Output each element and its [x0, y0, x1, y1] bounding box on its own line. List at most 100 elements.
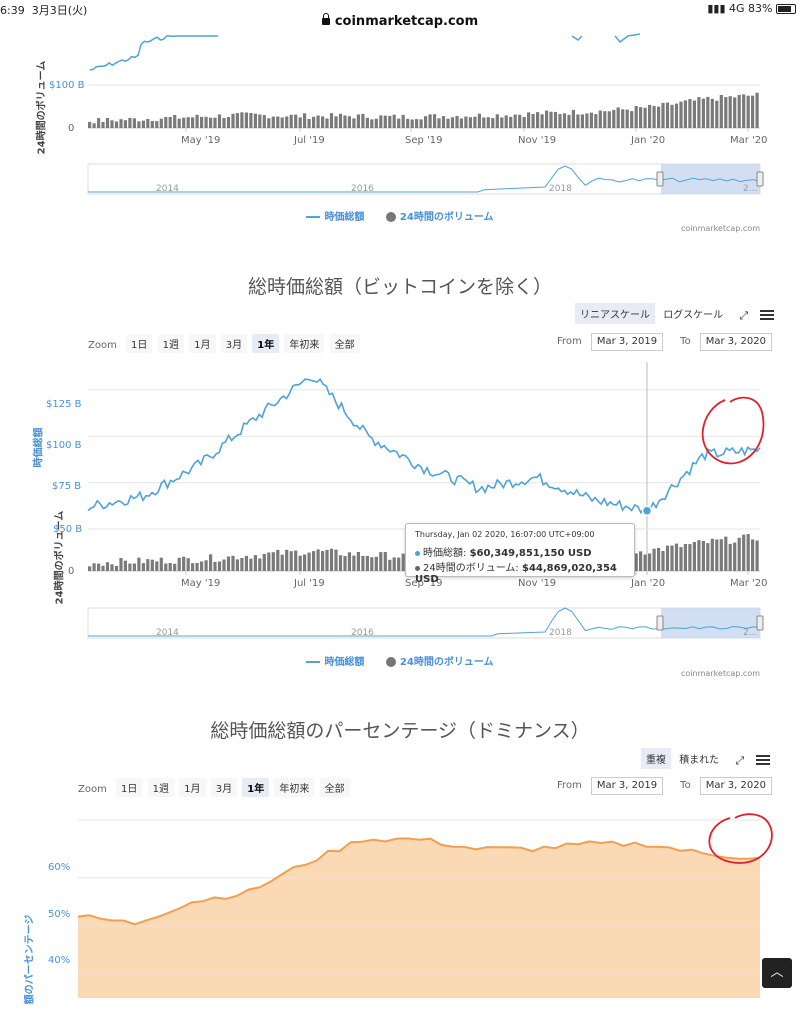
to-date-input[interactable]: Mar 3, 2020 — [699, 777, 772, 795]
zoom-1w-button[interactable]: 1週 — [147, 778, 174, 797]
scroll-to-top-button[interactable]: ︿ — [762, 958, 792, 988]
nav-tick: 2014 — [156, 184, 179, 194]
chart1-volume-bar — [338, 113, 343, 128]
lock-icon — [321, 13, 330, 25]
zoom-all-button[interactable]: 全部 — [329, 334, 360, 353]
chart1-legend: 時価総額 24時間のボリューム — [0, 208, 800, 223]
chart1-volume-bar — [186, 117, 190, 128]
chart1-volume-bar — [406, 118, 410, 128]
overlap-button[interactable]: 重複 — [641, 748, 671, 769]
chart1-volume-bar — [639, 107, 643, 128]
legend-item-volume[interactable]: 24時間のボリューム — [368, 212, 494, 223]
chart2-date-range: From Mar 3, 2019 To Mar 3, 2020 — [557, 333, 772, 351]
menu-icon[interactable] — [759, 309, 774, 321]
chart2-xtick: Nov '19 — [518, 578, 557, 589]
zoom-ytd-button[interactable]: 年初来 — [274, 778, 315, 797]
chart1-volume-bar — [428, 114, 432, 128]
chart2-volume-bar — [334, 549, 338, 571]
chart2-vol-tick: $50 B — [53, 524, 83, 535]
legend-item-volume[interactable]: 24時間のボリューム — [368, 657, 494, 668]
chart1-volume-bar — [294, 114, 298, 128]
zoom-ytd-button[interactable]: 年初来 — [284, 334, 325, 353]
zoom-1y-button[interactable]: 1年 — [242, 778, 270, 797]
chart1-volume-bar — [558, 114, 562, 128]
chart3-dominance-area — [78, 838, 760, 998]
chart2-volume-bar — [222, 559, 226, 571]
chart1-volume-bar — [334, 116, 338, 128]
zoom-1d-button[interactable]: 1日 — [116, 778, 143, 797]
chart2-volume-bar — [244, 555, 248, 571]
dot-icon — [415, 550, 420, 556]
chart3-title: 総時価総額のパーセンテージ（ドミナンス） — [210, 720, 590, 742]
chart2-vol-tick: 0 — [68, 566, 75, 577]
chart1-volume-bar — [209, 117, 213, 128]
chart2-volume-bar — [679, 547, 683, 571]
zoom-3m-button[interactable]: 3月 — [220, 334, 248, 353]
chart2-volume-bar — [701, 541, 705, 571]
chart1-volume-bar — [235, 113, 239, 128]
chart2-zoom-controls: Zoom 1日 1週 1月 3月 1年 年初来 全部 — [88, 334, 362, 353]
status-indicators: ▮▮▮ 4G 83% — [707, 2, 796, 15]
chart1-volume-bar — [719, 95, 723, 128]
chart2-volume-bar — [343, 556, 347, 571]
from-date-input[interactable]: Mar 3, 2019 — [590, 333, 663, 351]
zoom-all-button[interactable]: 全部 — [319, 778, 350, 797]
zoom-3m-button[interactable]: 3月 — [210, 778, 238, 797]
chart2-volume-bar — [634, 553, 638, 571]
chart2-volume-bar — [289, 551, 293, 571]
zoom-1w-button[interactable]: 1週 — [157, 334, 184, 353]
chart1-volume-bar — [612, 109, 616, 128]
chart1-volume-bar — [298, 117, 302, 128]
chart2-credit[interactable]: coinmarketcap.com — [681, 669, 760, 678]
from-date-input[interactable]: Mar 3, 2019 — [590, 777, 663, 795]
stacked-button[interactable]: 積まれた — [679, 755, 720, 766]
chart1-volume-bar — [683, 100, 687, 128]
chart2-volume-bar — [209, 554, 213, 571]
chart2-volume-bar — [347, 552, 351, 571]
chart2-volume-bar — [258, 558, 262, 571]
zoom-1y-button[interactable]: 1年 — [252, 334, 280, 353]
chart1-volume-bar — [191, 117, 195, 128]
chart2-volume-bar — [226, 556, 231, 571]
to-date-input[interactable]: Mar 3, 2020 — [699, 333, 772, 351]
dot-swatch-icon — [385, 657, 396, 667]
zoom-1d-button[interactable]: 1日 — [126, 334, 153, 353]
chart2-volume-bar — [706, 543, 710, 571]
address-bar[interactable]: coinmarketcap.com — [0, 13, 800, 29]
chart1-volume-bar — [594, 114, 598, 128]
log-scale-button[interactable]: ログスケール — [663, 310, 724, 321]
chart1-price-line — [89, 35, 218, 71]
chart1-volume-bar — [661, 102, 665, 128]
chart1-volume-bar — [549, 111, 553, 128]
chart1-volume-bar — [477, 113, 481, 128]
chart2-legend: 時価総額 24時間のボリューム — [0, 653, 800, 668]
fullscreen-icon[interactable]: ⤢ — [735, 753, 745, 767]
to-label: To — [680, 780, 691, 791]
chart2-volume-bar — [719, 539, 723, 571]
chart1-volume-bar — [285, 116, 289, 128]
zoom-1m-button[interactable]: 1月 — [179, 778, 206, 797]
chart3-ytick: 50% — [48, 909, 71, 920]
fullscreen-icon[interactable]: ⤢ — [739, 308, 749, 322]
chart1-volume-bar — [356, 114, 360, 128]
chart2-volume-bar — [321, 551, 325, 571]
chart2-volume-bar — [356, 552, 360, 571]
chart2-volume-bar — [271, 552, 275, 571]
nav-tick: 2016 — [351, 628, 374, 638]
chart1-volume-bar — [217, 114, 222, 128]
legend-item-mcap[interactable]: 時価総額 — [306, 657, 364, 668]
chart1-credit[interactable]: coinmarketcap.com — [681, 224, 760, 233]
chart2-volume-bar — [267, 552, 271, 571]
chart1-volume-bar — [562, 113, 567, 128]
chart1-volume-bar — [710, 98, 714, 128]
menu-icon[interactable] — [755, 754, 770, 766]
chart1-volume-bar — [522, 117, 526, 128]
legend-item-mcap[interactable]: 時価総額 — [306, 212, 364, 223]
linear-scale-button[interactable]: リニアスケール — [575, 303, 655, 324]
chart1-volume-bar — [249, 113, 253, 128]
line-swatch-icon — [306, 661, 321, 663]
chart1-volume-bar — [312, 116, 316, 128]
chart1-volume-bar — [607, 111, 611, 128]
chart1-volume-bar — [415, 119, 419, 128]
zoom-1m-button[interactable]: 1月 — [189, 334, 216, 353]
